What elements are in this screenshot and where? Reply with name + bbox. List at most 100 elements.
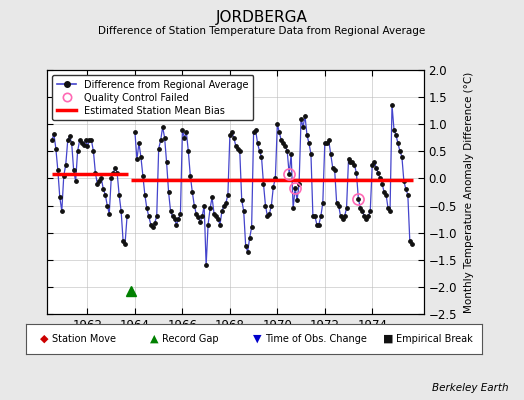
Point — [388, 102, 396, 108]
Point — [394, 140, 402, 146]
Point — [242, 243, 250, 250]
Point — [313, 221, 321, 228]
Point — [374, 170, 383, 176]
Point — [170, 216, 179, 222]
Point — [176, 210, 184, 217]
Point — [48, 137, 56, 144]
Y-axis label: Monthly Temperature Anomaly Difference (°C): Monthly Temperature Anomaly Difference (… — [464, 71, 474, 313]
Point — [326, 151, 335, 157]
Point — [68, 140, 76, 146]
Point — [386, 208, 394, 214]
Point — [236, 148, 244, 154]
Point — [299, 124, 307, 130]
Point — [182, 129, 191, 136]
Point — [210, 210, 218, 217]
Point — [265, 210, 274, 217]
Point — [53, 167, 62, 174]
Point — [384, 205, 392, 212]
Point — [70, 167, 78, 174]
Point — [79, 142, 88, 148]
Text: ▲: ▲ — [150, 334, 159, 344]
Point — [152, 213, 161, 220]
Point — [121, 240, 129, 247]
Point — [198, 213, 206, 220]
Point — [88, 137, 96, 144]
Point — [150, 220, 159, 226]
Point — [196, 219, 204, 225]
Point — [230, 134, 238, 141]
Point — [119, 238, 127, 244]
Point — [204, 221, 212, 228]
Point — [180, 134, 189, 141]
Legend: Difference from Regional Average, Quality Control Failed, Estimated Station Mean: Difference from Regional Average, Qualit… — [52, 75, 254, 120]
Point — [147, 221, 155, 228]
Point — [283, 148, 291, 154]
Point — [184, 148, 192, 154]
Point — [277, 137, 286, 144]
Point — [372, 164, 380, 171]
Text: Time of Obs. Change: Time of Obs. Change — [265, 334, 366, 344]
Point — [376, 175, 384, 182]
Point — [234, 146, 242, 152]
Point — [366, 208, 375, 214]
Point — [291, 184, 299, 191]
Point — [271, 175, 279, 182]
Point — [186, 172, 194, 179]
Point — [190, 202, 199, 209]
Point — [368, 162, 376, 168]
Text: ◆: ◆ — [40, 334, 49, 344]
Point — [396, 148, 404, 154]
Point — [303, 132, 311, 138]
Point — [117, 208, 125, 214]
Point — [332, 200, 341, 206]
Point — [145, 213, 153, 220]
Point — [362, 216, 370, 222]
Point — [392, 132, 400, 138]
Point — [269, 183, 278, 190]
Point — [63, 137, 72, 144]
Point — [107, 175, 115, 182]
Point — [194, 214, 202, 221]
Point — [89, 148, 97, 154]
Point — [350, 162, 358, 168]
Text: Record Gap: Record Gap — [162, 334, 219, 344]
Point — [273, 121, 281, 128]
Point — [226, 132, 234, 138]
Point — [390, 126, 398, 133]
Point — [364, 213, 373, 220]
Point — [382, 192, 390, 198]
Point — [257, 154, 266, 160]
Point — [360, 213, 368, 220]
Point — [83, 143, 92, 149]
Point — [255, 148, 264, 154]
Point — [224, 192, 232, 198]
Point — [66, 133, 74, 139]
Point — [336, 213, 345, 220]
Point — [101, 192, 110, 198]
Point — [220, 202, 228, 209]
Point — [133, 156, 141, 163]
Point — [378, 181, 386, 187]
Point — [400, 178, 408, 184]
Text: JORDBERGA: JORDBERGA — [216, 10, 308, 25]
Point — [93, 181, 102, 187]
Point — [346, 159, 355, 165]
Point — [263, 213, 271, 220]
Point — [301, 113, 309, 119]
Point — [56, 194, 64, 201]
Point — [58, 208, 66, 214]
Text: Berkeley Earth: Berkeley Earth — [432, 383, 508, 393]
Point — [254, 140, 262, 146]
Point — [200, 202, 209, 209]
Point — [202, 262, 210, 268]
Point — [267, 202, 276, 209]
Point — [354, 196, 363, 202]
Point — [174, 216, 183, 222]
Point — [342, 205, 351, 212]
Point — [61, 162, 70, 168]
Point — [214, 216, 222, 222]
Point — [73, 148, 82, 154]
Point — [206, 205, 214, 212]
Point — [316, 213, 325, 220]
Point — [305, 140, 313, 146]
